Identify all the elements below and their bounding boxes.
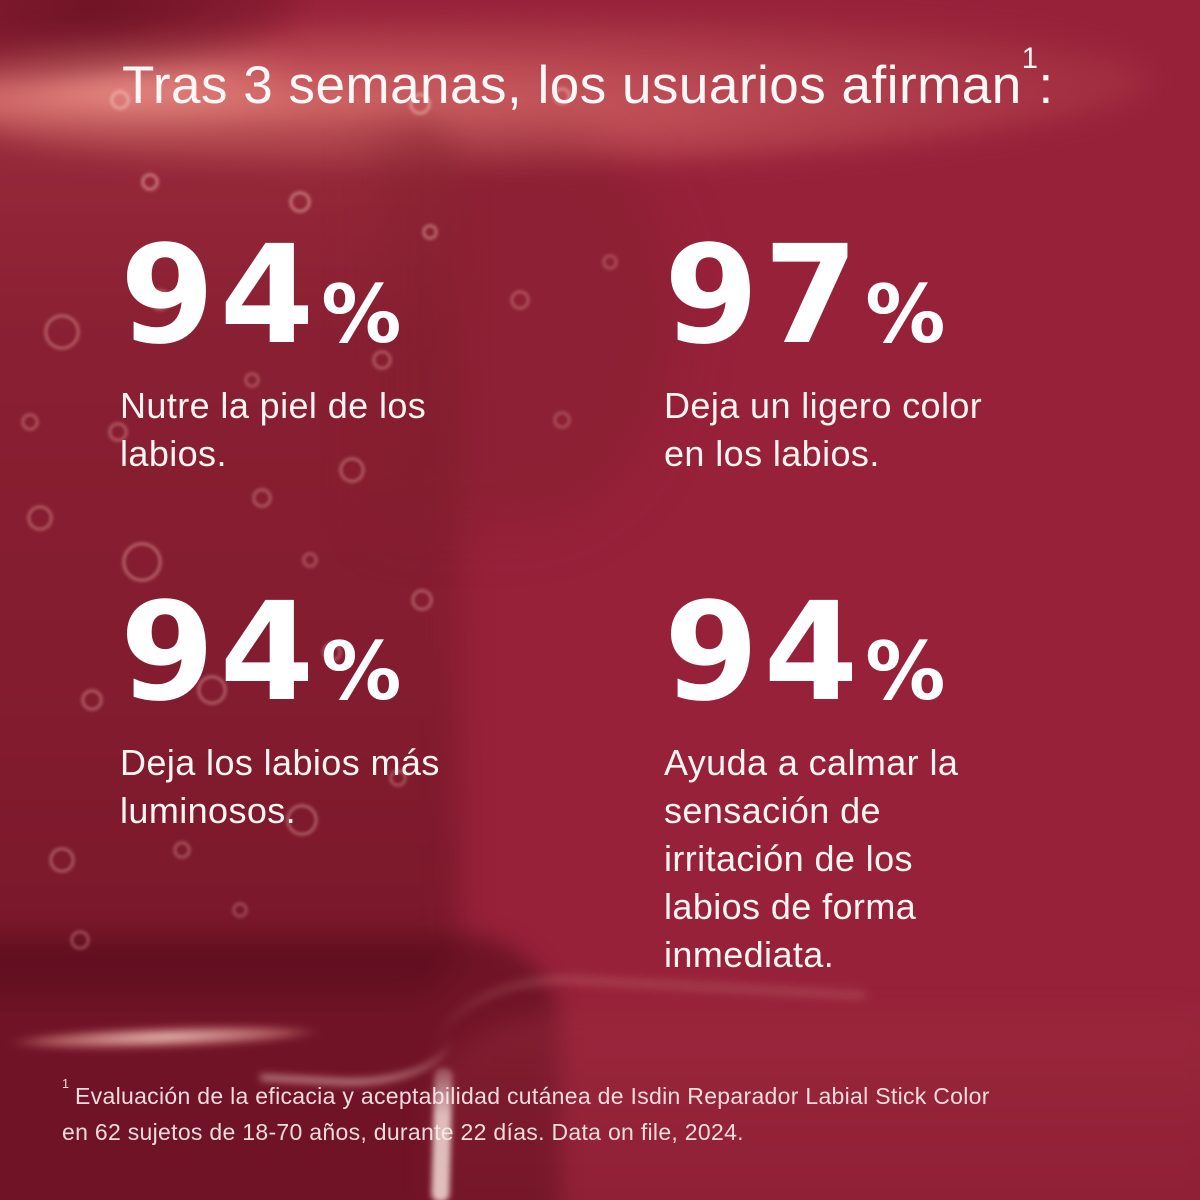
stat-value: 94 bbox=[664, 574, 864, 732]
footnote-text: Evaluación de la eficacia y aceptabilida… bbox=[62, 1083, 990, 1145]
stat-percent-sign: % bbox=[865, 625, 946, 718]
stat-number: 94% bbox=[120, 228, 550, 364]
footnote-marker: 1 bbox=[62, 1077, 70, 1092]
stat-soothes-irritation: 94% Ayuda a calmar la sensación de irrit… bbox=[664, 585, 1094, 979]
title-colon: : bbox=[1038, 56, 1054, 115]
footnote: 1 Evaluación de la eficacia y aceptabilid… bbox=[62, 1078, 1167, 1150]
stat-description: Ayuda a calmar la sensación de irritació… bbox=[664, 742, 959, 975]
stat-number: 94% bbox=[120, 585, 550, 721]
lipstick-base-shine bbox=[0, 1017, 369, 1057]
title-text: Tras 3 semanas, los usuarios afirman bbox=[122, 56, 1022, 115]
stat-value: 94 bbox=[120, 217, 320, 375]
stat-description: Deja un ligero color en los labios. bbox=[664, 385, 983, 474]
stat-percent-sign: % bbox=[321, 268, 402, 361]
stat-luminous: 94% Deja los labios más luminosos. bbox=[120, 585, 550, 835]
stat-percent-sign: % bbox=[321, 625, 402, 718]
stat-number: 94% bbox=[664, 585, 1094, 721]
stat-nourishes: 94% Nutre la piel de los labios. bbox=[120, 228, 550, 478]
stat-light-color: 97% Deja un ligero color en los labios. bbox=[664, 228, 1094, 478]
page-title: Tras 3 semanas, los usuarios afirman1: bbox=[122, 45, 1054, 115]
lipstick-base-shadow bbox=[0, 935, 560, 1200]
title-footnote-marker: 1 bbox=[1021, 43, 1039, 76]
stat-value: 94 bbox=[120, 574, 320, 732]
stat-number: 97% bbox=[664, 228, 1094, 364]
stat-percent-sign: % bbox=[865, 268, 946, 361]
stat-description: Nutre la piel de los labios. bbox=[120, 385, 427, 474]
stat-value: 97 bbox=[664, 217, 864, 375]
stat-description: Deja los labios más luminosos. bbox=[120, 742, 440, 831]
